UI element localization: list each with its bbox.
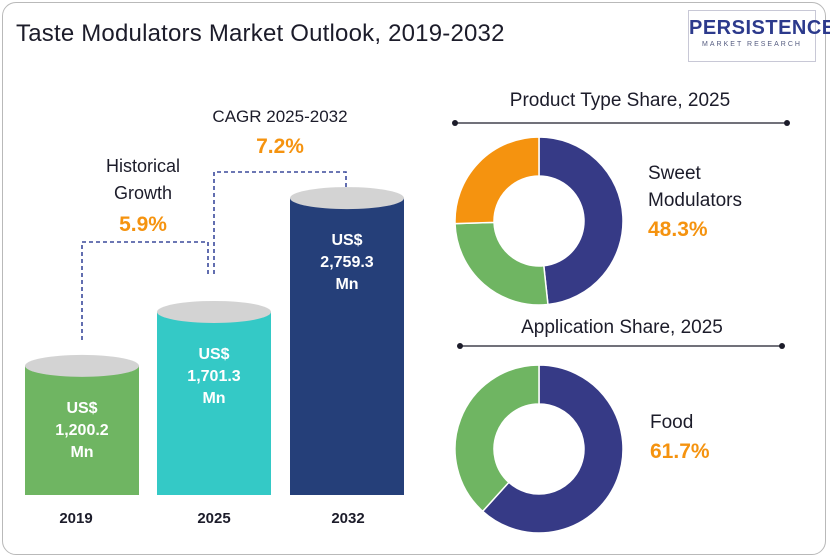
bar-value-label: US$ [198,346,229,363]
historical-label-line-1: Historical [106,156,180,176]
page-title: Taste Modulators Market Outlook, 2019-20… [16,20,505,47]
historical-connector [81,241,209,340]
brand-logo: PERSISTENCE MARKET RESEARCH [688,10,830,62]
donut-slice-1 [538,136,624,306]
food-value: 61.7% [650,440,710,463]
application-divider [457,343,785,349]
product-type-share-title: Product Type Share, 2025 [510,90,730,111]
bar-body [157,311,271,495]
bar-value-label: Mn [70,444,93,461]
product-type-donut [454,136,624,306]
application-share-title: Application Share, 2025 [521,317,723,338]
logo-sub-text: MARKET RESEARCH [702,41,802,48]
cagr-value: 7.2% [256,135,304,158]
bar-top-cap [25,354,139,377]
bar-2019: US$ 1,200.2 Mn [25,354,139,495]
logo-main-text: PERSISTENCE [689,17,830,39]
bar-2025: US$ 1,701.3 Mn [157,300,271,495]
product-type-divider [452,120,790,126]
forecast-connector [213,171,347,274]
x-tick-label: 2032 [331,510,364,527]
bar-value-label: Mn [335,276,358,293]
sweet-modulators-label-line-1: Sweet [648,163,702,184]
bar-value-label: 1,701.3 [187,368,240,385]
bar-value-label: Mn [202,390,225,407]
cagr-label: CAGR 2025-2032 [212,107,347,126]
bar-value-label: US$ [66,400,97,417]
bar-value-label: 1,200.2 [55,422,108,439]
historical-growth-value: 5.9% [119,213,167,236]
bar-top-cap [290,187,404,210]
application-donut [454,364,624,534]
sweet-modulators-label-line-2: Modulators [648,190,742,211]
bar-body [290,198,404,496]
donut-slice-2 [454,364,540,513]
sweet-modulators-value: 48.3% [648,218,708,241]
bar-series: US$ 1,200.2 Mn US$ 1,701.3 Mn US$ 2,759.3 Mn [25,187,404,496]
bar-2032: US$ 2,759.3 Mn [290,187,404,496]
bar-top-cap [157,300,271,323]
donut-slice-2 [454,221,549,306]
bar-body [25,365,139,495]
donut-slice-3 [454,136,540,225]
donut-slice-1 [481,364,624,534]
x-tick-label: 2019 [59,510,92,527]
food-label: Food [650,412,693,433]
historical-label-line-2: Growth [114,183,172,203]
x-tick-label: 2025 [197,510,230,527]
bar-value-label: US$ [331,232,362,249]
bar-value-label: 2,759.3 [320,254,373,271]
